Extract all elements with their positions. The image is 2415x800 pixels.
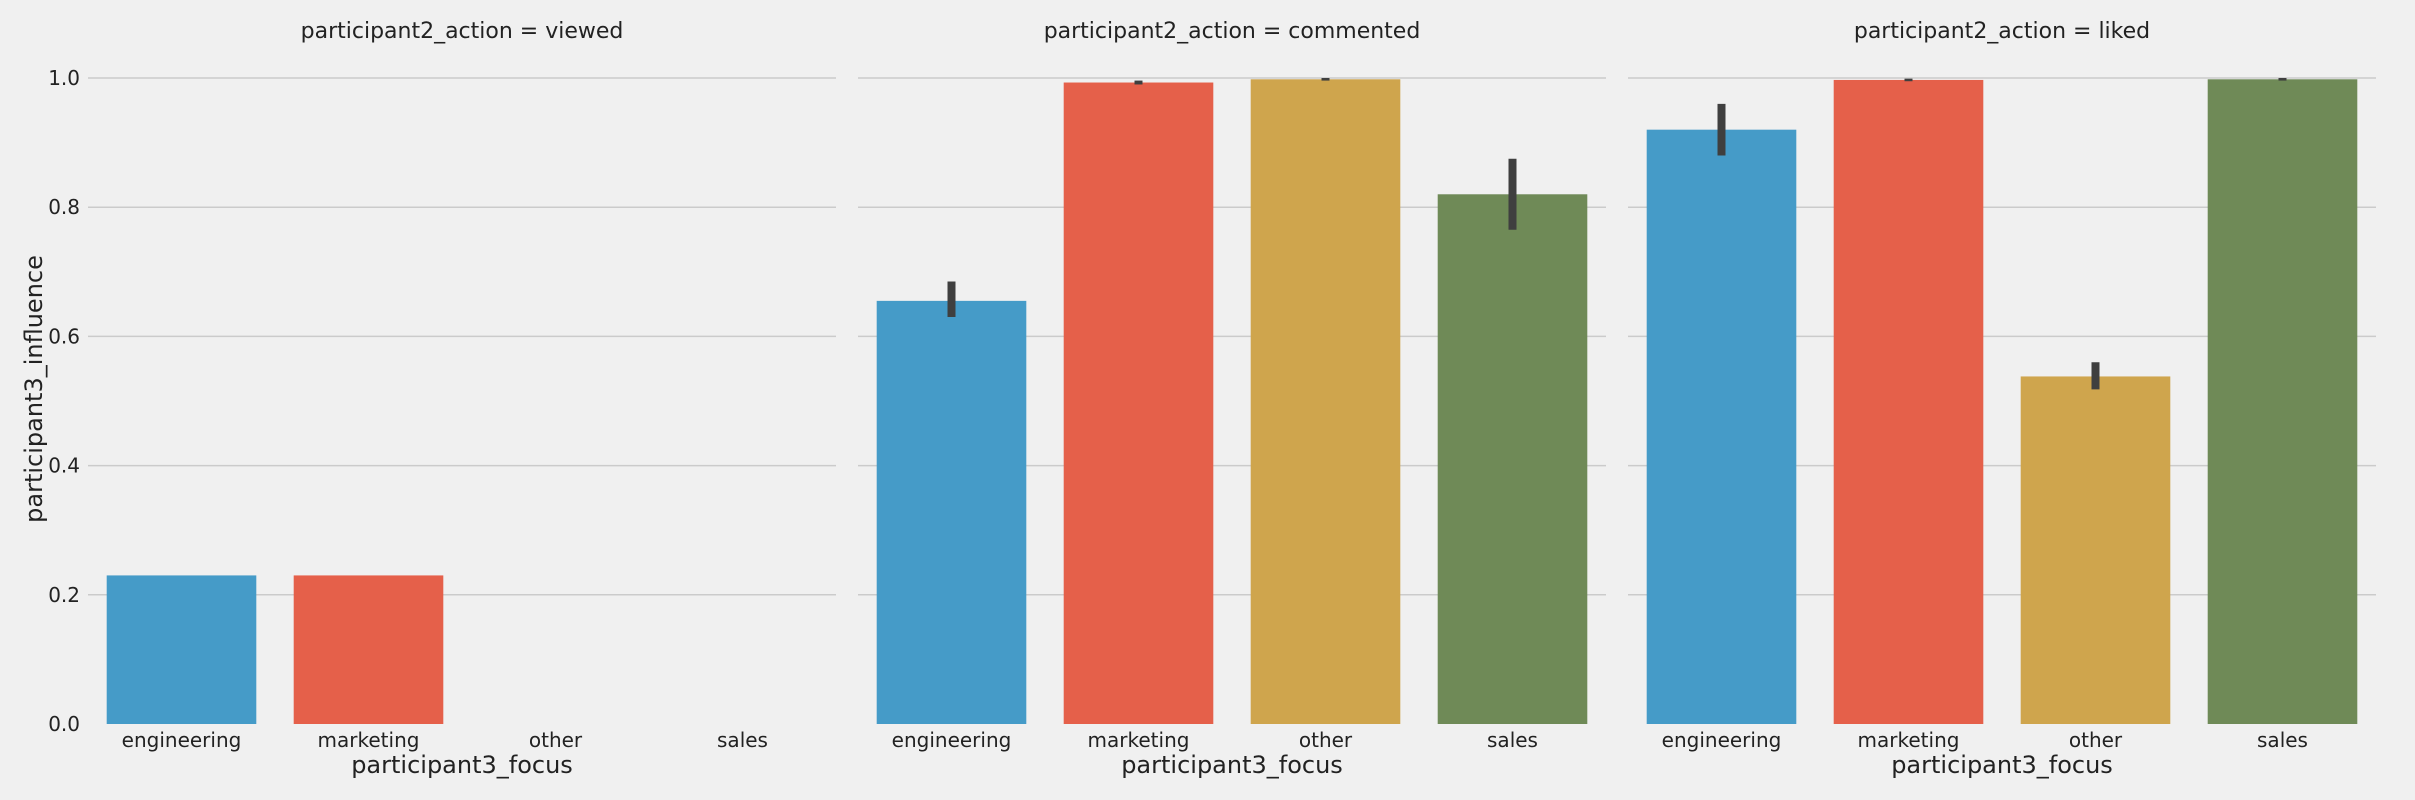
y-axis-label: participant3_influence bbox=[20, 255, 48, 523]
x-tick-label: marketing bbox=[1858, 728, 1960, 752]
panel-title: participant2_action = viewed bbox=[301, 19, 624, 44]
x-tick-label: engineering bbox=[1662, 728, 1782, 752]
x-tick-label: other bbox=[1299, 728, 1353, 752]
y-tick-label: 1.0 bbox=[48, 66, 80, 90]
panel-title: participant2_action = liked bbox=[1854, 19, 2150, 44]
x-tick-label: marketing bbox=[1088, 728, 1190, 752]
panel-title: participant2_action = commented bbox=[1044, 19, 1421, 44]
bar-engineering bbox=[1646, 129, 1797, 724]
x-tick-label: other bbox=[2069, 728, 2123, 752]
bar-other bbox=[2020, 376, 2171, 724]
facet-panel-3: participant2_action = liked engineering ma… bbox=[1628, 19, 2376, 779]
x-axis-label: participant3_focus bbox=[1121, 751, 1343, 779]
facet-panel-1: 0.0 0.2 0.4 0.6 0.8 1.0 participant2_action = … bbox=[48, 19, 836, 779]
bar-marketing bbox=[1063, 82, 1214, 725]
bar-other bbox=[1250, 79, 1401, 725]
x-tick-label: sales bbox=[717, 728, 768, 752]
x-axis-label: participant3_focus bbox=[351, 751, 573, 779]
bar-marketing bbox=[293, 575, 444, 724]
bar-engineering bbox=[106, 575, 257, 724]
y-tick-label: 0.8 bbox=[48, 195, 80, 219]
x-tick-label: engineering bbox=[122, 728, 242, 752]
x-tick-label: sales bbox=[1487, 728, 1538, 752]
bar-sales bbox=[2207, 79, 2358, 725]
y-tick-label: 0.2 bbox=[48, 583, 80, 607]
facet-panel-2: participant2_action = commented engineeri… bbox=[858, 19, 1606, 779]
y-tick-label: 0.0 bbox=[48, 712, 80, 736]
x-tick-label: marketing bbox=[318, 728, 420, 752]
x-tick-label: engineering bbox=[892, 728, 1012, 752]
y-tick-label: 0.6 bbox=[48, 324, 80, 348]
bar-sales bbox=[1437, 194, 1588, 724]
x-tick-label: other bbox=[529, 728, 583, 752]
bar-marketing bbox=[1833, 79, 1984, 725]
x-tick-label: sales bbox=[2257, 728, 2308, 752]
x-axis-label: participant3_focus bbox=[1891, 751, 2113, 779]
y-tick-label: 0.4 bbox=[48, 454, 80, 478]
bar-engineering bbox=[876, 300, 1027, 724]
